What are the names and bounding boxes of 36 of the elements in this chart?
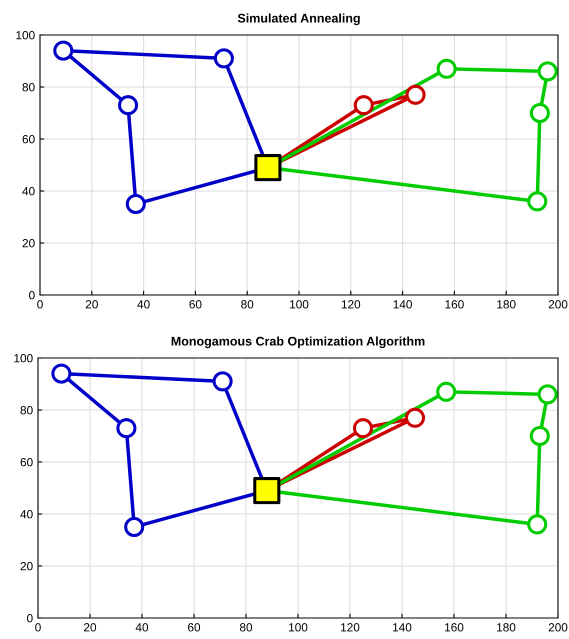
y-tick-label: 100	[14, 354, 33, 362]
x-tick-label: 200	[548, 623, 568, 632]
y-tick-label: 60	[20, 458, 33, 466]
x-tick-label: 0	[35, 623, 41, 632]
x-tick-label: 100	[290, 300, 308, 309]
y-tick-label: 80	[20, 406, 33, 414]
x-tick-label: 180	[497, 300, 516, 309]
y-tick-label: 40	[22, 187, 35, 196]
x-tick-label: 200	[548, 300, 568, 309]
x-tick-label: 0	[37, 300, 43, 309]
x-tick-label: 100	[289, 623, 308, 632]
x-tick-label: 80	[241, 300, 254, 309]
y-tick-label: 60	[22, 135, 35, 144]
y-tick-label: 0	[29, 291, 35, 300]
chart-title: Simulated Annealing	[238, 13, 360, 26]
x-tick-label: 140	[393, 623, 412, 632]
x-tick-label: 140	[394, 300, 412, 309]
x-tick-label: 160	[445, 300, 464, 309]
y-tick-label: 40	[20, 510, 33, 518]
y-tick-label: 100	[16, 31, 35, 40]
x-tick-label: 40	[136, 623, 148, 632]
x-tick-label: 40	[137, 300, 150, 309]
y-tick-label: 80	[22, 83, 35, 92]
x-tick-label: 120	[341, 623, 360, 632]
y-tick-label: 20	[22, 239, 35, 248]
x-tick-label: 80	[240, 623, 252, 632]
x-tick-label: 20	[86, 300, 98, 309]
x-tick-label: 120	[342, 300, 360, 309]
chart-title: Monogamous Crab Optimization Algorithm	[172, 336, 424, 348]
x-tick-label: 180	[497, 623, 516, 632]
y-tick-label: 20	[20, 562, 33, 570]
y-tick-label: 0	[27, 614, 33, 622]
x-tick-label: 60	[189, 300, 202, 309]
x-tick-label: 60	[188, 623, 200, 632]
x-tick-label: 20	[84, 623, 96, 632]
x-tick-label: 160	[445, 623, 464, 632]
